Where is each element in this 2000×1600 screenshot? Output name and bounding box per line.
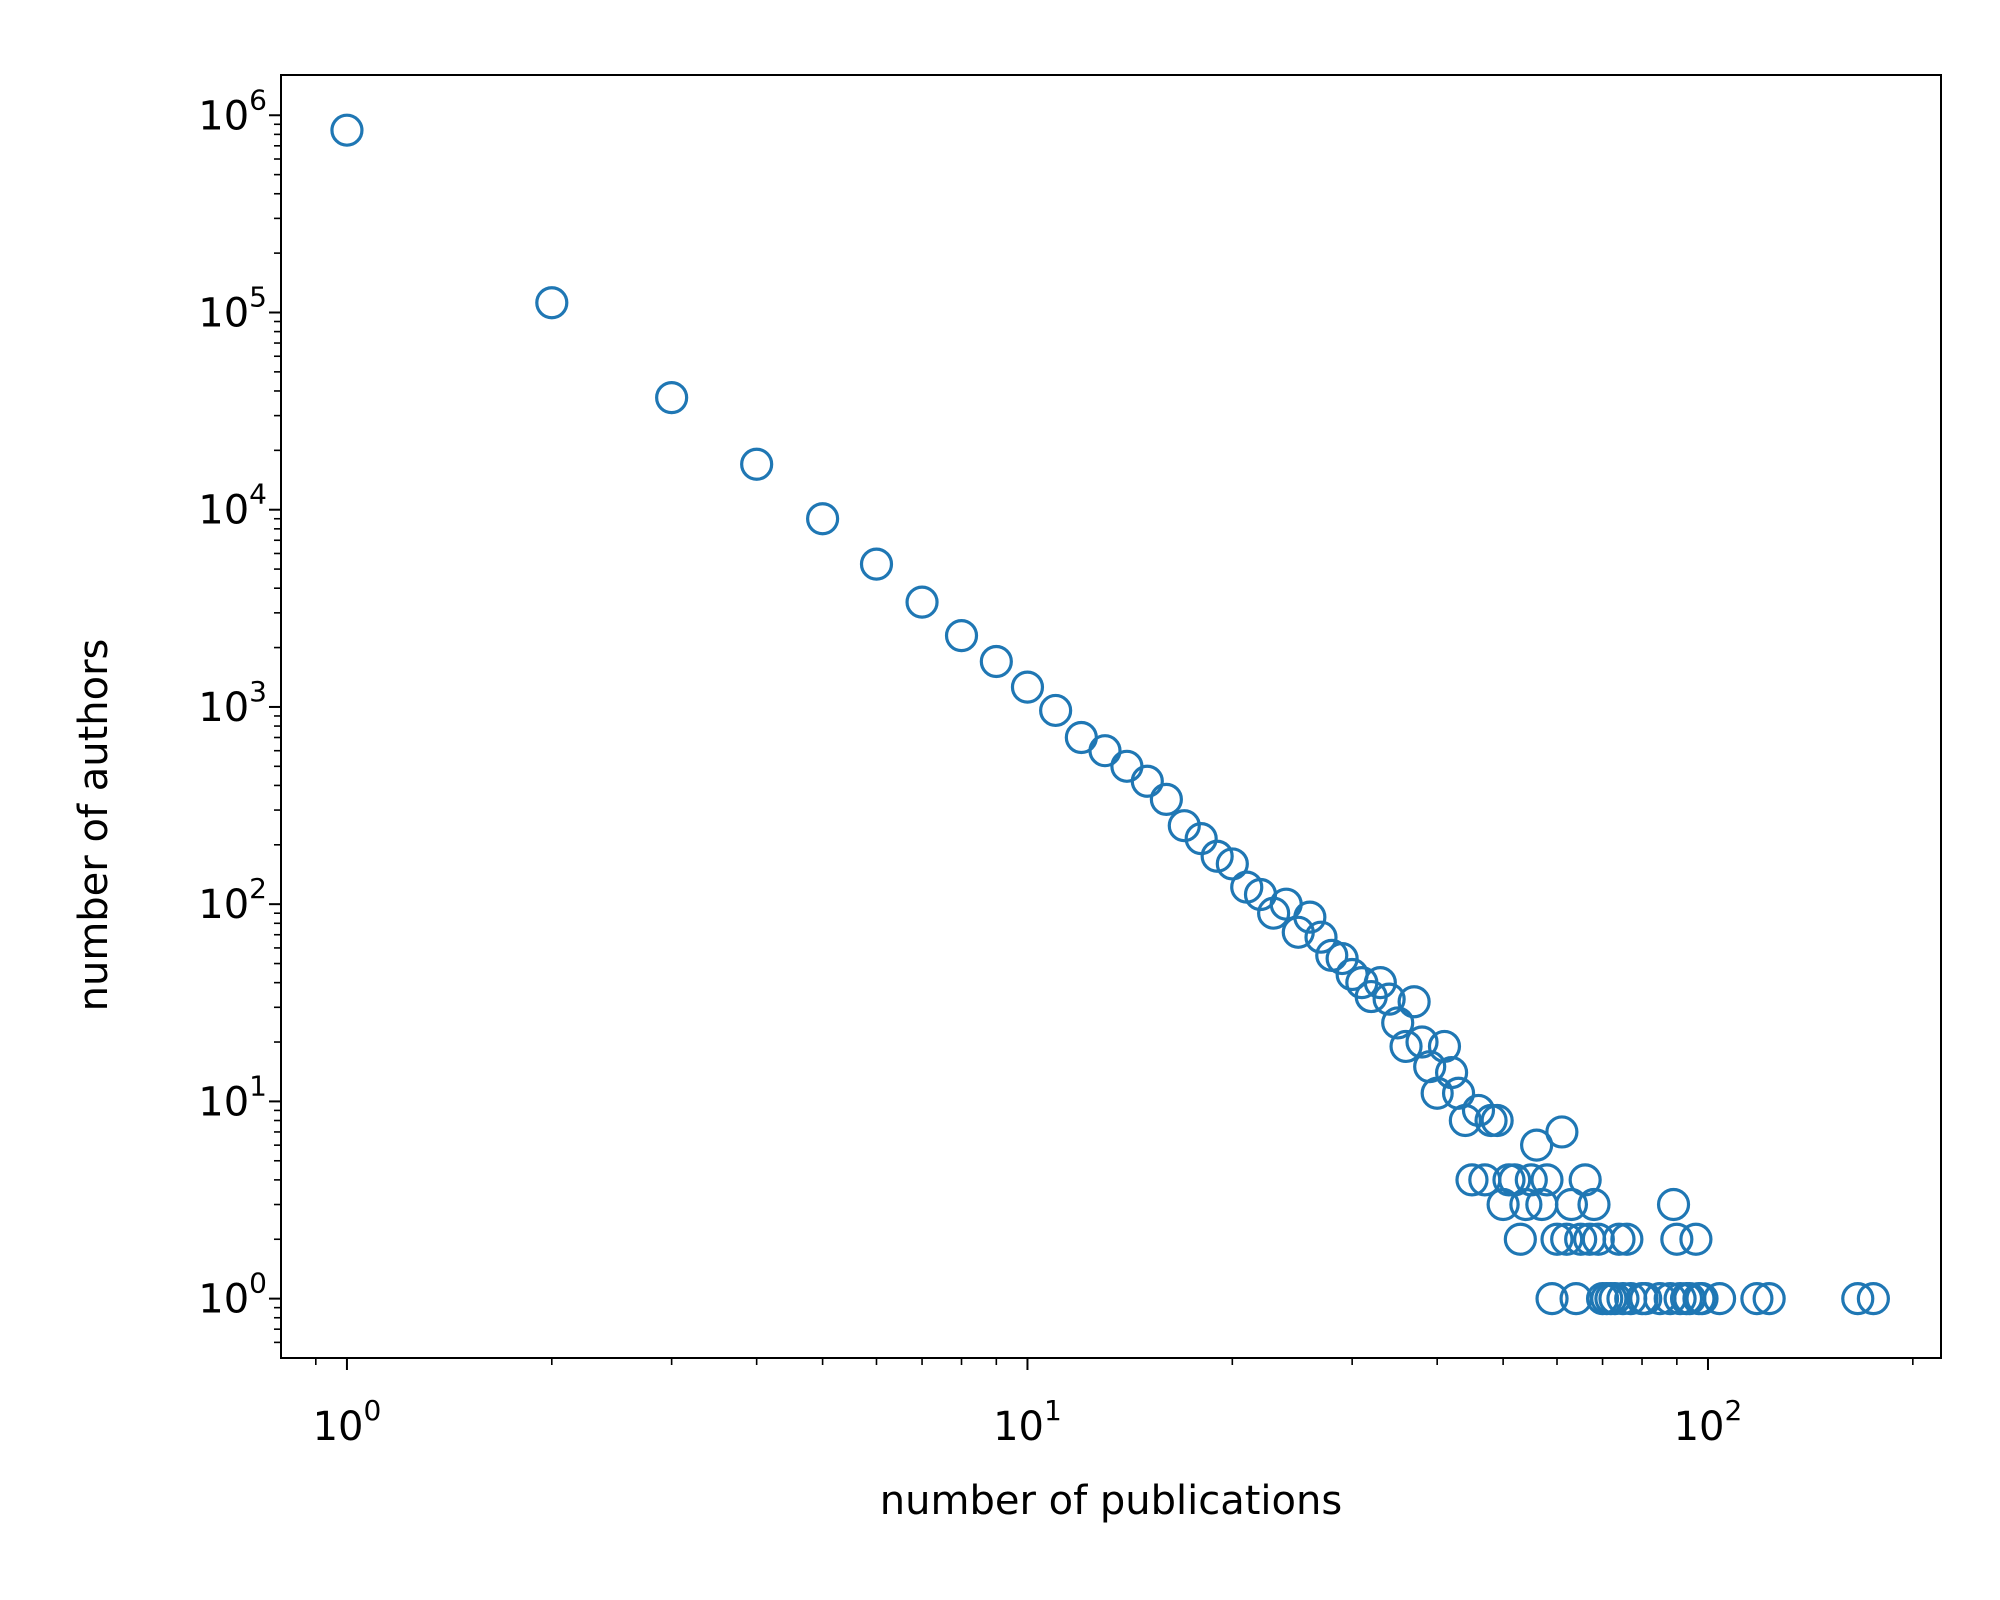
y-axis-label: number of authors [71,639,117,1012]
data-point [1702,1282,1737,1316]
data-point [1363,966,1397,1000]
data-point [1577,1187,1611,1222]
data-point [1740,1282,1774,1316]
y-tick-label: 106 [198,83,267,139]
data-point [1405,1025,1439,1059]
data-point [1293,900,1327,934]
data-point [1520,1128,1554,1162]
data-point [1480,1103,1514,1138]
y-tick-base: 10 [198,882,249,928]
data-point [1530,1163,1564,1197]
data-point [1550,1222,1584,1256]
data-point [1535,1282,1569,1316]
data-point [330,113,364,147]
data-point [979,644,1013,679]
y-tick-exponent: 6 [249,83,267,116]
data-point [1149,782,1183,816]
data-point [1389,1029,1423,1064]
data-point [1679,1222,1713,1256]
data-point [1610,1222,1644,1256]
y-tick-label: 103 [198,675,267,731]
x-tick-base: 10 [993,1404,1044,1450]
data-point [1540,1222,1574,1256]
y-tick-exponent: 2 [249,872,267,905]
data-point [1606,1282,1640,1316]
data-point [1656,1187,1691,1222]
data-points [330,113,1890,1316]
y-tick-label: 101 [198,1069,267,1125]
data-point [1397,985,1431,1019]
y-tick-base: 10 [198,290,249,336]
x-tick-base: 10 [313,1404,364,1450]
data-point [1200,839,1234,873]
x-tick-exponent: 0 [363,1394,381,1427]
data-point [1372,982,1406,1016]
data-point [1660,1222,1694,1256]
x-minor-ticks [315,1358,1914,1365]
data-point [1685,1282,1719,1316]
data-point [1039,693,1073,728]
x-tick-label: 101 [993,1394,1062,1450]
data-point [1010,670,1045,704]
data-point [1167,809,1201,843]
data-point [740,447,774,481]
data-point [1304,920,1338,954]
data-point [1130,764,1164,798]
data-point [944,619,979,653]
y-tick-label: 105 [198,280,267,336]
data-point [1088,734,1122,768]
x-tick-label: 100 [313,1394,382,1450]
y-tick-label: 102 [198,872,267,928]
x-tick-exponent: 2 [1725,1394,1743,1427]
data-point [859,547,894,581]
plot-frame [280,74,1942,1359]
data-point [1215,847,1249,881]
data-point [1381,1006,1415,1040]
data-point [1856,1282,1890,1316]
y-tick-base: 10 [198,488,249,534]
data-point [1554,1187,1589,1222]
data-point [655,381,689,415]
data-point [1455,1163,1489,1197]
y-tick-exponent: 0 [249,1267,267,1300]
x-major-ticks: 100 101 102 [313,1358,1743,1450]
y-tick-exponent: 1 [249,1069,267,1102]
data-point [1325,941,1359,976]
y-tick-base: 10 [198,685,249,731]
data-point [1752,1282,1786,1316]
y-tick-exponent: 5 [249,280,267,313]
data-point [535,286,569,320]
y-tick-exponent: 4 [249,478,267,511]
data-point [1503,1222,1537,1256]
data-point [1568,1163,1602,1197]
y-minor-ticks [274,123,281,1344]
data-point [1427,1029,1462,1064]
data-point [806,502,840,536]
data-point [1564,1222,1598,1256]
data-point [1629,1282,1663,1316]
data-point [1509,1187,1543,1222]
y-tick-base: 10 [198,93,249,139]
y-tick-label: 104 [198,478,267,534]
data-point [905,585,939,619]
y-tick-label: 100 [198,1267,267,1323]
x-tick-base: 10 [1674,1404,1725,1450]
data-point [1545,1115,1579,1149]
data-point [1841,1282,1875,1316]
data-point [1434,1055,1469,1090]
data-point [1602,1222,1636,1256]
x-tick-label: 102 [1674,1394,1743,1450]
x-axis-label: number of publications [880,1478,1342,1524]
y-tick-base: 10 [198,1277,249,1323]
y-tick-base: 10 [198,1079,249,1125]
y-tick-exponent: 3 [249,675,267,708]
x-tick-exponent: 1 [1044,1394,1062,1427]
